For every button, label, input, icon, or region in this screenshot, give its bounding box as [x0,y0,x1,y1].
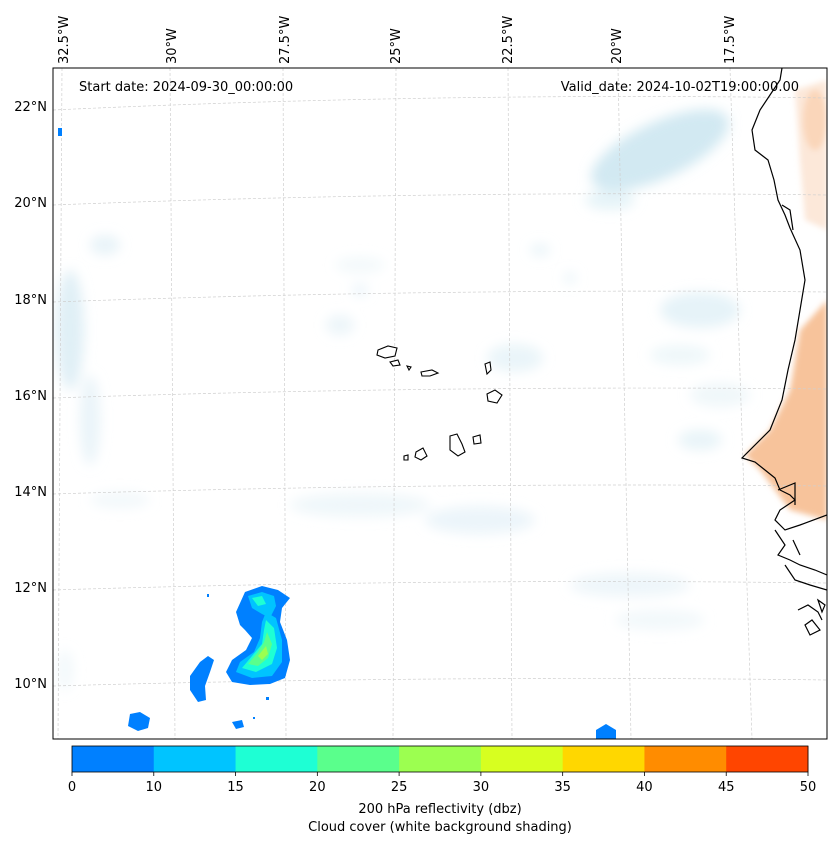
colorbar-segment-4 [399,746,482,772]
latitude-labels: 22°N 20°N 18°N 16°N 14°N 12°N 10°N [14,100,47,692]
lat-label-20n: 20°N [14,196,47,211]
colorbar-tick-label-3: 20 [309,780,326,795]
colorbar-segment-7 [644,746,727,772]
lon-label-30w: 30°W [165,28,180,64]
colorbar-segment-3 [317,746,400,772]
coastline [740,68,827,636]
land-warm-shading [745,80,827,520]
colorbar: 0 10 15 20 25 30 35 40 45 50 200 hPa reflectivity… [68,745,816,835]
lon-label-17-5w: 17.5°W [723,16,738,64]
colorbar-segment-1 [153,746,237,772]
reflectivity-cell-small [232,720,244,729]
reflectivity-cells [58,128,616,739]
reflectivity-cell-west [190,656,214,702]
reflectivity-speck-2 [266,697,269,700]
reflectivity-core-south-mid [242,620,277,672]
longitude-labels: 32.5°W 30°W 27.5°W 25°W 22.5°W 20°W 17.5… [57,16,738,64]
cape-verde-islands [376,345,503,461]
island-sao-nicolau [420,369,440,377]
colorbar-label-line2: Cloud cover (white background shading) [308,820,572,835]
lat-label-16n: 16°N [14,389,47,404]
colorbar-frame [71,745,809,773]
colorbar-tick-label-8: 45 [718,780,735,795]
island-sal [484,361,492,376]
island-fogo [414,447,428,461]
reflectivity-speck-1 [207,594,209,597]
lon-label-20w: 20°W [610,28,625,64]
island-brava [403,454,409,461]
map-background [53,68,827,739]
colorbar-tick-label-4: 25 [391,780,408,795]
colorbar-segment-5 [480,746,564,772]
start-date-label: Start date: 2024-09-30_00:00:00 [79,80,293,95]
graticule [53,68,827,739]
reflectivity-cell-south [596,724,616,739]
colorbar-segment-0 [72,746,155,772]
reflectivity-cell-southwest [128,712,150,731]
colorbar-tick-label-5: 30 [473,780,490,795]
lat-label-10n: 10°N [14,677,47,692]
colorbar-ticks: 0 10 15 20 25 30 35 40 45 50 [68,772,816,795]
lat-label-14n: 14°N [14,485,47,500]
colorbar-tick-label-9: 50 [800,780,817,795]
colorbar-segment-2 [235,746,318,772]
colorbar-tick-label-7: 40 [636,780,653,795]
island-santa-luzia [405,365,412,372]
cloud-cover-shading [56,109,750,690]
lat-label-22n: 22°N [14,100,47,115]
lon-label-25w: 25°W [389,28,404,64]
lon-label-27-5w: 27.5°W [278,16,293,64]
colorbar-label-line1: 200 hPa reflectivity (dbz) [358,802,521,817]
reflectivity-core-north-inner [252,596,266,606]
island-santo-antao [376,345,398,359]
reflectivity-cell-edge [58,128,62,136]
reflectivity-core-south-peak [258,646,268,660]
island-maio [472,434,482,445]
colorbar-tick-label-2: 15 [227,780,244,795]
colorbar-segment-8 [726,746,809,772]
lat-label-12n: 12°N [14,581,47,596]
lat-label-18n: 18°N [14,293,47,308]
map-panel: Start date: 2024-09-30_00:00:00 Valid_da… [53,68,827,739]
map-frame [52,67,828,740]
colorbar-segment-6 [562,746,645,772]
reflectivity-core-south-inner [248,632,272,666]
island-boa-vista [486,389,503,404]
lon-label-32-5w: 32.5°W [57,16,72,64]
island-santiago [449,433,466,457]
island-sao-vicente [389,359,401,367]
colorbar-tick-label-1: 10 [146,780,163,795]
reflectivity-speck-3 [253,717,255,719]
colorbar-segments [72,746,809,772]
lon-label-22-5w: 22.5°W [501,16,516,64]
colorbar-tick-label-6: 35 [554,780,571,795]
colorbar-tick-label-0: 0 [68,780,76,795]
valid-date-label: Valid_date: 2024-10-02T19:00:00.00 [561,80,799,95]
